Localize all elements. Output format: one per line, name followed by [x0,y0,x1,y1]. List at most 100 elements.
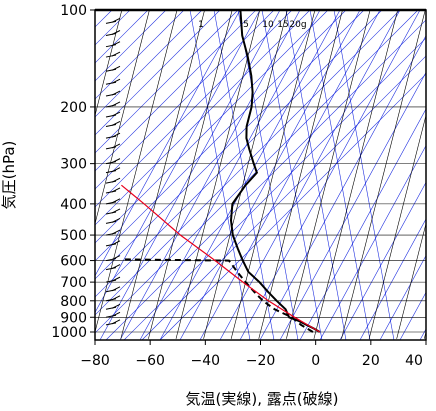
isotherm-line [203,10,288,339]
wind-barb-flag [111,177,121,183]
adiabat-line [95,10,241,277]
wind-barb-flag [111,208,121,214]
y-tick-label: 1000 [51,325,87,341]
profile-lines [121,10,321,333]
y-tick-label: 300 [60,157,87,173]
x-tick-label: −40 [191,353,221,369]
mixing-ratio-line [333,10,395,340]
isotherm-line [313,10,398,339]
adiabat-line [259,35,426,340]
dry-adiabat-line [123,37,426,340]
wind-barb-flag [111,121,121,126]
isotherm-line [175,10,261,339]
isotherm-line [148,10,233,339]
wind-barb-flag [111,255,121,261]
adiabat-line [279,71,426,340]
wind-barb-flag [111,295,121,301]
wind-barb-flag [111,111,121,117]
mixing-ratio-line [237,10,299,340]
y-tick-label: 800 [60,294,87,310]
wind-barb-flag [111,167,121,173]
adiabat-line [299,108,426,340]
wind-barb-flag [111,303,121,309]
dry-adiabat-line [95,10,239,154]
wind-barb-flag [111,90,121,96]
wind-barb-flag [111,143,121,149]
wind-barb-flag [111,65,121,71]
y-tick-label: 400 [60,197,87,213]
mixing-ratio-line [261,10,323,340]
wind-barb-flag [111,286,121,292]
y-tick-label: 100 [60,3,87,19]
y-tick-label: 200 [60,100,87,116]
dry-adiabat-line [95,10,203,118]
adiabat-line [239,10,421,340]
wind-barb-flag [111,264,121,270]
wind-barb-flag [111,187,121,193]
mixing-ratio-line [189,10,251,340]
x-tick-label: 40 [405,353,423,369]
wind-barb-flag [111,78,121,84]
adiabat-line [199,10,381,340]
x-tick-label: 0 [311,353,320,369]
adiabat-line [339,181,426,340]
mixing-ratio-label: 15 [277,20,288,30]
y-tick-label: 700 [60,275,87,291]
dry-adiabat-line [95,10,185,100]
x-tick-label: −80 [80,353,110,369]
dry-adiabat-line [95,10,275,190]
mixing-ratio-label: 1 [198,20,204,30]
series-line-2 [121,184,321,333]
isotherm-line [120,10,205,339]
wind-barb-flag [111,17,121,23]
adiabat-line [359,218,426,340]
dry-adiabat-line [95,10,293,208]
wind-barb-flag [111,319,121,325]
mixing-ratio-label: 20g [289,20,306,30]
isotherm-line [95,10,123,117]
mixing-ratio-label: 10 [262,20,274,30]
x-tick-label: 20 [362,353,380,369]
mixing-ratio-line [285,10,347,340]
dry-adiabat-line [95,10,167,82]
x-axis: −80 −60 −40 −20 0 20 40 [80,340,427,369]
isotherm-line [396,222,426,339]
wind-barb-flag [111,51,121,57]
y-tick-label: 900 [60,310,87,326]
wind-barb-flag [111,158,121,164]
adiabat-line [179,10,361,340]
wind-barb-flag [111,132,121,138]
mixing-ratio-line [213,10,275,340]
adiabat-line [95,10,261,314]
x-tick-label: −60 [135,353,165,369]
dry-adiabat-line [95,10,257,172]
y-axis-title: 気圧(hPa) [0,141,18,210]
wind-barb-flag [111,229,121,235]
dry-adiabat-line [159,73,426,340]
dry-adiabat-line [95,10,221,136]
wind-barb-flag [111,217,121,223]
dry-adiabat-line [95,10,401,316]
wind-barb-flag [111,198,121,204]
adiabat-line [319,145,426,340]
isotherm-line [286,10,371,339]
dry-adiabat-line [95,10,329,244]
isotherm-line [95,10,178,334]
wind-barb-flag [111,30,121,35]
dry-adiabat-line [105,19,426,340]
series-line-1 [124,258,314,333]
adiabat-line [379,255,426,340]
wind-barb-flag [111,41,121,47]
x-axis-title: 気温(実線), 露点(破線) [186,390,339,408]
isotherm-line [341,10,426,339]
x-tick-label: −20 [246,353,276,369]
dry-adiabat-line [95,10,311,226]
mixing-ratio-labels: 1 5 10 15 20g [198,20,306,30]
adiabat-line [219,10,401,340]
y-tick-label: 600 [60,254,87,270]
dry-adiabat-line [95,10,365,280]
wind-barb-flag [111,101,121,107]
wind-barbs [105,17,121,326]
